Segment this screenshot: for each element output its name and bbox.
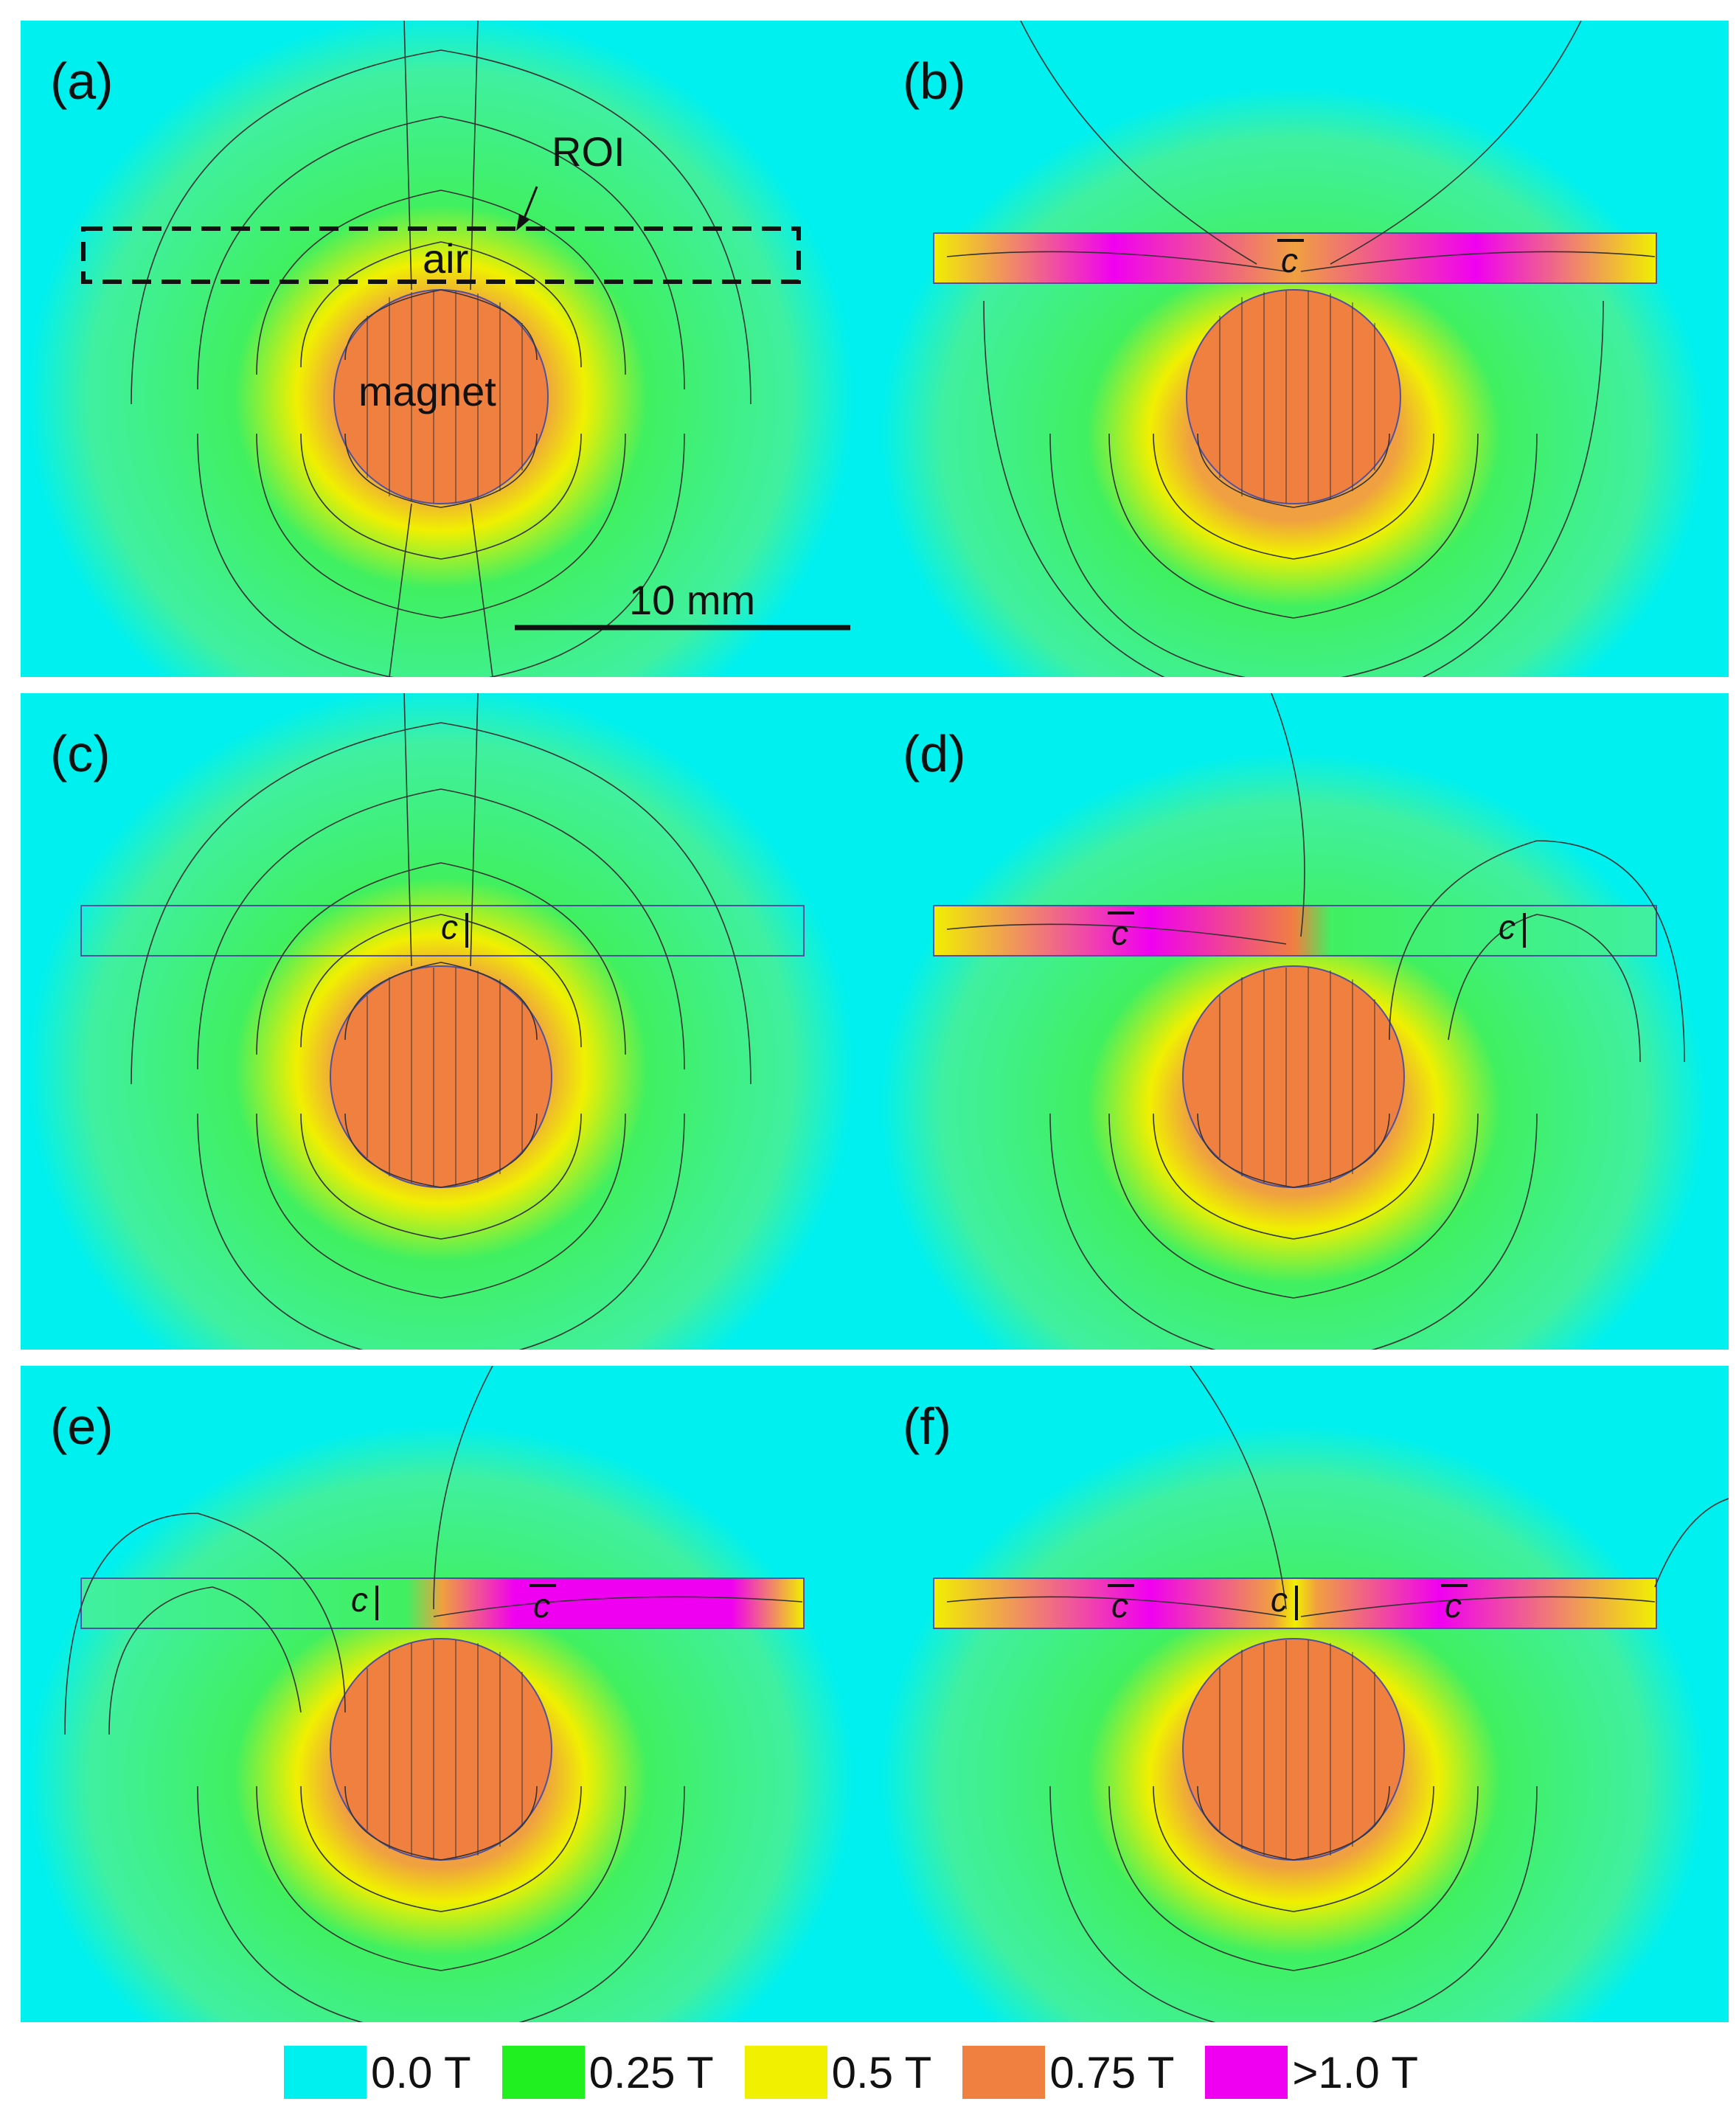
legend-label: 0.75 T — [1049, 2047, 1175, 2097]
panel-label: (c) — [50, 725, 111, 782]
panel-label: (b) — [903, 52, 966, 110]
plate-outline — [80, 905, 805, 957]
color-legend: 0.0 T 0.25 T 0.5 T 0.75 T >1.0 T — [284, 2043, 1449, 2102]
air-label: air — [423, 235, 469, 282]
ferro-plate — [933, 905, 1657, 957]
magnet — [1186, 289, 1401, 504]
legend-label: 0.25 T — [588, 2047, 714, 2097]
roi-arrowhead — [516, 214, 530, 231]
region-c-bar: c — [1111, 914, 1128, 952]
panel-label: (f) — [903, 1398, 952, 1455]
magnet-hatch — [1219, 968, 1375, 1186]
panel-label: (a) — [50, 52, 114, 110]
roi-label: ROI — [552, 128, 625, 175]
region-c-bar: c — [533, 1586, 550, 1625]
ferro-plate — [80, 1577, 805, 1629]
magnet-hatch — [1219, 291, 1375, 503]
legend-item-2: 0.5 T — [744, 2046, 932, 2099]
magnet-hatch — [367, 1640, 523, 1858]
field-lines — [131, 21, 751, 677]
magnet-label: magnet — [358, 368, 496, 414]
region-c: c — [1271, 1580, 1288, 1619]
field-lines — [946, 1366, 1729, 2022]
field-lines — [946, 693, 1685, 1350]
legend-item-1: 0.25 T — [501, 2046, 714, 2099]
region-c: c — [1499, 908, 1515, 946]
magnet-hatch — [1219, 1640, 1375, 1858]
field-lines — [946, 21, 1656, 677]
panel-c: (c) c — [21, 693, 876, 1350]
legend-swatch — [1205, 2046, 1288, 2099]
region-c: c — [351, 1580, 368, 1619]
legend-swatch — [744, 2046, 827, 2099]
roi-box — [81, 226, 801, 284]
magnet-hatch — [367, 291, 523, 503]
legend-item-0: 0.0 T — [284, 2046, 471, 2099]
region-c-bar: c — [1281, 241, 1298, 280]
field-lines — [64, 1366, 803, 2022]
legend-swatch — [962, 2046, 1046, 2099]
scale-label: 10 mm — [629, 577, 756, 623]
panel-label: (e) — [50, 1398, 114, 1455]
legend-swatch — [284, 2046, 367, 2099]
panel-b: (b) c — [873, 21, 1729, 677]
legend-label: 0.5 T — [831, 2047, 932, 2097]
panel-a: (a) ROI air magnet 10 mm — [21, 21, 876, 677]
region-c-bar-right: c — [1445, 1586, 1462, 1625]
legend-label: 0.0 T — [371, 2047, 471, 2097]
magnet-hatch — [367, 968, 523, 1186]
legend-item-4: >1.0 T — [1205, 2046, 1418, 2099]
field-lines — [131, 693, 751, 1350]
panel-label: (d) — [903, 725, 966, 782]
panel-f: (f) c c c — [873, 1366, 1729, 2022]
region-c-bar-left: c — [1111, 1586, 1128, 1625]
magnet — [330, 1638, 552, 1861]
magnet — [330, 965, 552, 1188]
magnet — [1182, 965, 1405, 1188]
legend-item-3: 0.75 T — [962, 2046, 1174, 2099]
legend-label: >1.0 T — [1292, 2047, 1419, 2097]
region-c: c — [441, 908, 458, 946]
panel-d: (d) c c — [873, 693, 1729, 1350]
panel-e: (e) c c — [21, 1366, 876, 2022]
legend-swatch — [501, 2046, 585, 2099]
magnet — [1182, 1638, 1405, 1861]
